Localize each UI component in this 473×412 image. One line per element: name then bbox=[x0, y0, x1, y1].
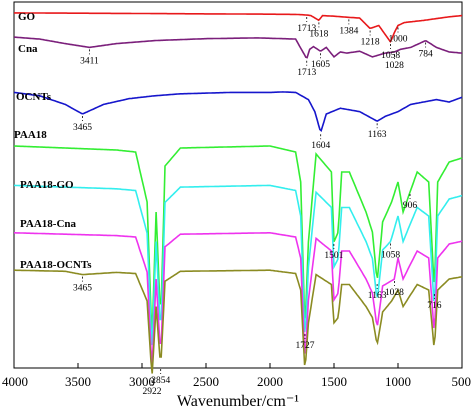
annotation-label-6: 3411 bbox=[80, 56, 99, 66]
x-tick-label-1000: 1000 bbox=[385, 374, 411, 389]
annotation-label-8: 1713 bbox=[297, 68, 316, 78]
series-line-cna bbox=[13, 36, 463, 59]
annotation-label-0: 1713 bbox=[297, 24, 316, 34]
series-line-paa18-go bbox=[14, 184, 463, 346]
x-tick-label-1500: 1500 bbox=[321, 374, 347, 389]
series-label-paa18-ocnts: PAA18-OCNTs bbox=[20, 259, 92, 271]
series-line-paa18 bbox=[13, 145, 463, 334]
annotation-label-14: 1727 bbox=[295, 341, 314, 351]
series-label-ocnts: OCNTs bbox=[16, 91, 52, 103]
annotation-label-22: 2922 bbox=[142, 387, 161, 397]
x-axis: 4000 3500 3000 2500 2000 1500 1000 500 bbox=[2, 363, 471, 389]
label-layer: GO Cna OCNTs PAA18 PAA18-GO PAA18-Cna PAA18-OC… bbox=[14, 11, 442, 397]
annotation-label-17: 1163 bbox=[368, 291, 387, 301]
series-label-paa18: PAA18 bbox=[14, 129, 47, 141]
annotation-label-16: 906 bbox=[403, 201, 418, 211]
annotation-label-4: 1058 bbox=[381, 51, 400, 61]
x-tick-label-500: 500 bbox=[452, 374, 472, 389]
series-layer bbox=[13, 12, 463, 374]
series-label-paa18-cna: PAA18-Cna bbox=[20, 218, 77, 230]
x-axis-title: Wavenumber/cm⁻¹ bbox=[177, 393, 299, 410]
series-label-paa18-go: PAA18-GO bbox=[20, 179, 74, 191]
annotation-label-13: 1163 bbox=[368, 130, 387, 140]
annotation-label-2: 1384 bbox=[339, 26, 358, 36]
series-line-ocnts bbox=[13, 91, 463, 132]
annotation-label-11: 3465 bbox=[73, 123, 92, 133]
annotation-label-21: 3465 bbox=[73, 284, 92, 294]
annotation-label-5: 1000 bbox=[389, 35, 408, 45]
annotation-label-9: 1028 bbox=[385, 61, 404, 71]
annotation-label-15: 1501 bbox=[324, 251, 343, 261]
x-tick-label-3000: 3000 bbox=[129, 374, 155, 389]
series-line-paa18-cna bbox=[14, 232, 463, 365]
annotation-label-12: 1604 bbox=[311, 141, 330, 151]
annotation-label-23: 2854 bbox=[151, 376, 170, 386]
x-tick-label-3500: 3500 bbox=[65, 374, 91, 389]
x-tick-label-4000: 4000 bbox=[2, 374, 28, 389]
x-tick-label-2000: 2000 bbox=[257, 374, 283, 389]
series-line-paa18-ocnts bbox=[14, 269, 463, 374]
x-tick-label-2500: 2500 bbox=[193, 374, 219, 389]
annotation-label-7: 1605 bbox=[311, 60, 330, 70]
annotation-label-19: 1058 bbox=[381, 251, 400, 261]
annotation-label-1: 1618 bbox=[309, 29, 328, 39]
annotation-label-3: 1218 bbox=[361, 38, 380, 48]
series-line-go bbox=[14, 12, 463, 44]
annotation-label-20: 1028 bbox=[385, 288, 404, 298]
series-label-go: GO bbox=[18, 11, 36, 23]
annotation-label-10: 784 bbox=[419, 50, 434, 60]
series-label-cna: Cna bbox=[18, 43, 38, 55]
annotation-label-18: 716 bbox=[427, 301, 442, 311]
